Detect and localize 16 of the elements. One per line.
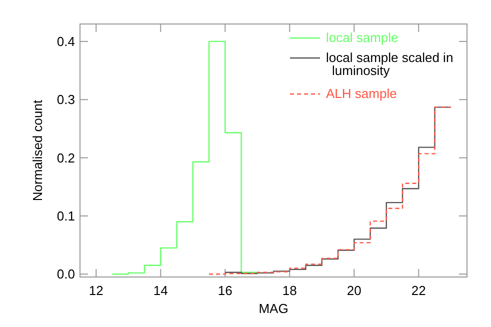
x-axis-title: MAG [258,301,288,316]
x-tick-label: 22 [411,283,426,298]
y-tick-label: 0.2 [56,150,75,166]
y-axis-title: Normalised count [30,100,45,202]
legend-label: ALH sample [326,86,397,101]
x-tick-label: 16 [218,283,232,298]
x-tick-label: 12 [88,283,104,298]
y-tick-label: 0.0 [56,266,75,282]
y-tick-label: 0.3 [56,92,75,108]
x-tick-label: 20 [346,283,362,298]
legend-label: local sample scaled in luminosity [326,50,454,78]
x-tick-label: 18 [282,283,297,298]
x-tick-label: 14 [153,283,168,298]
y-tick-label: 0.4 [56,34,75,49]
y-tick-label: 0.1 [56,208,75,224]
legend-label: local sample [326,30,398,45]
